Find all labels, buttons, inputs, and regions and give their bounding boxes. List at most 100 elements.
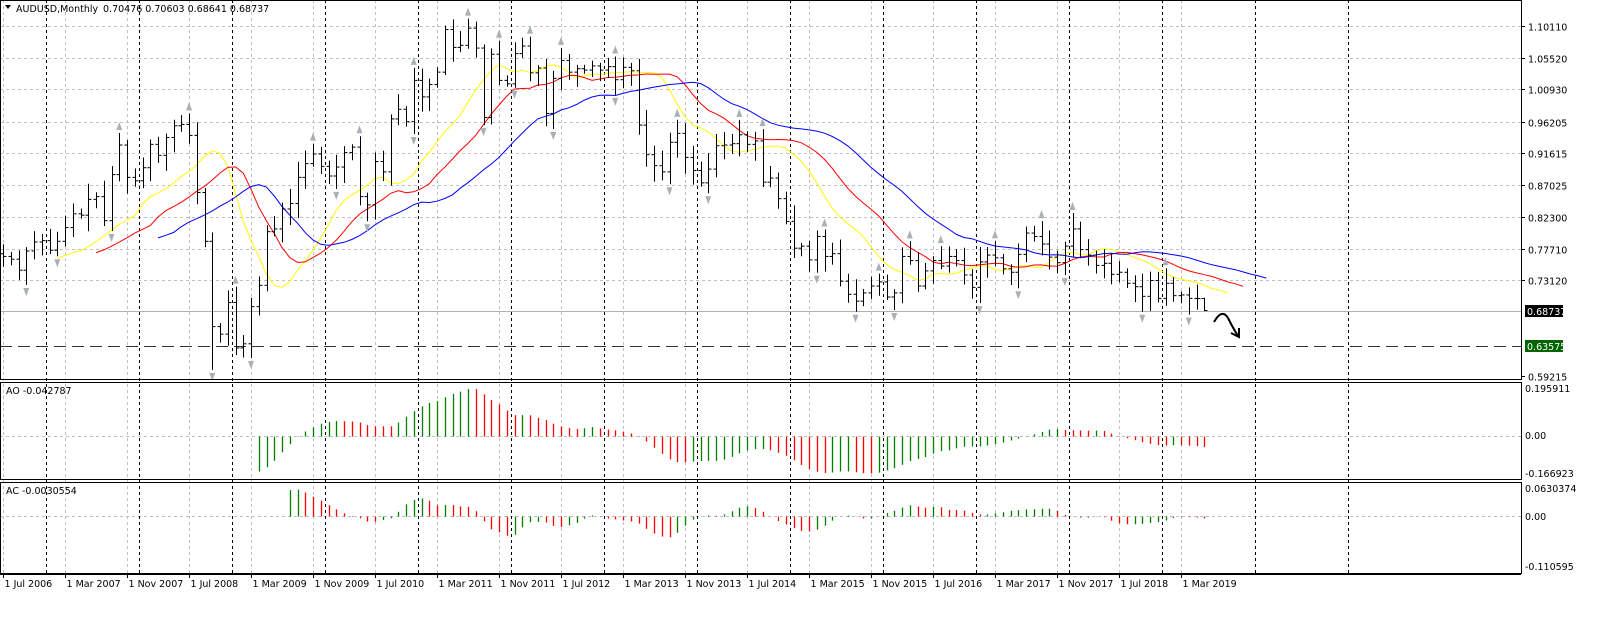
ohlc-bar [667, 132, 674, 185]
ohlc-bar [54, 231, 61, 257]
ohlc-bar [1085, 239, 1092, 266]
time-label: 1 Jul 2018 [1121, 579, 1169, 590]
ohlc-bar [713, 134, 720, 178]
time-label: 1 Jul 2006 [5, 579, 53, 590]
horizontal-levels [0, 311, 1521, 347]
ohlc-bar [1062, 241, 1069, 276]
ohlc-bar [876, 273, 883, 296]
ohlc-bar [527, 36, 534, 82]
fractal-up-icon [1162, 257, 1169, 266]
time-label: 1 Jul 2012 [563, 579, 611, 590]
ohlc-bar [124, 139, 131, 194]
fractal-up-icon [186, 102, 192, 111]
fractal-down-icon [54, 259, 61, 268]
ac-label: AC -0.0030554 [6, 486, 77, 497]
price-label: 0.96205 [1528, 119, 1567, 130]
time-label: 1 Jul 2010 [377, 579, 425, 590]
fractal-down-icon [705, 196, 712, 205]
ohlc-bar [496, 40, 503, 86]
time-label: 1 Mar 2007 [67, 579, 121, 590]
fractal-down-icon [852, 314, 859, 323]
ohlc-bar [132, 168, 139, 187]
forecast-arrow-icon [1213, 312, 1240, 339]
ohlc-bar [504, 75, 511, 87]
time-label: 1 Mar 2009 [253, 579, 307, 590]
ohlc-bar [651, 145, 658, 182]
ac-histogram [289, 489, 1206, 538]
ohlc-bar [636, 58, 643, 135]
ohlc-bar [558, 47, 565, 90]
ohlc-bar [620, 57, 627, 89]
ohlc-bar [109, 166, 116, 232]
ohlc-bar [860, 288, 867, 307]
ohlc-bar [775, 172, 782, 209]
ohlc-bar [171, 119, 178, 153]
moving-averages [57, 63, 1267, 294]
ohlc-bar [705, 152, 712, 194]
ohlc-bar [411, 67, 418, 135]
ohlc-bar [155, 136, 162, 163]
ohlc-bar [736, 119, 743, 157]
ohlc-bar [938, 246, 945, 270]
price-label: 0.77710 [1528, 246, 1567, 257]
ohlc-bar [1132, 275, 1139, 303]
ohlc-label: 0.70476 0.70603 0.68641 0.68737 [103, 4, 269, 15]
ohlc-bar [426, 78, 433, 112]
ohlc-bar [271, 215, 278, 237]
fractal-down-icon [108, 234, 115, 243]
ohlc-bar [147, 139, 154, 182]
time-label: 1 Mar 2019 [1183, 579, 1237, 590]
ohlc-bar [1147, 271, 1154, 311]
collapse-triangle-icon[interactable] [5, 5, 11, 9]
ohlc-bar [1163, 268, 1170, 306]
ohlc-bar [822, 229, 829, 272]
ohlc-bar [101, 180, 108, 227]
ohlc-bar [318, 146, 325, 175]
ao-bottom-label: -0.166923 [1525, 469, 1574, 480]
fractal-up-icon [310, 132, 316, 141]
ohlc-bar [884, 274, 891, 301]
ohlc-bar [295, 161, 302, 219]
ohlc-bar [628, 62, 635, 86]
ohlc-bar [1039, 221, 1046, 256]
ohlc-bar [814, 230, 821, 273]
ohlc-bar [1008, 264, 1015, 285]
time-label: 1 Jul 2008 [191, 579, 239, 590]
ohlc-bar [1070, 212, 1077, 258]
ohlc-bar [395, 94, 402, 126]
ohlc-bar [891, 289, 898, 310]
ohlc-bar [302, 150, 309, 189]
ohlc-bar [643, 109, 650, 167]
ohlc-bar [341, 146, 348, 183]
ohlc-bar [543, 59, 550, 127]
ohlc-bar [1186, 287, 1193, 315]
ohlc-bar [752, 131, 759, 161]
time-label: 1 Nov 2009 [315, 579, 370, 590]
ohlc-bar [1178, 291, 1185, 304]
ohlc-bar [907, 241, 914, 265]
fractal-down-icon [813, 275, 820, 284]
ohlc-bar [597, 62, 604, 82]
ac-panel-border [0, 482, 1522, 574]
fractal-down-icon [511, 90, 518, 99]
ohlc-bar [1116, 261, 1123, 283]
fractal-down-icon [333, 191, 340, 200]
ohlc-bar [465, 18, 472, 49]
ohlc-bar [1170, 277, 1177, 302]
fractal-up-icon [232, 275, 239, 284]
ohlc-bar [116, 133, 123, 182]
ohlc-bar [1101, 249, 1108, 279]
ohlc-bar [457, 30, 464, 53]
ohlc-bar [566, 54, 573, 80]
time-label: 1 Mar 2017 [997, 579, 1051, 590]
fractal-up-icon [356, 125, 363, 134]
ohlc-bar [78, 208, 85, 219]
price-bars [0, 18, 1208, 370]
time-label: 1 Mar 2013 [625, 579, 679, 590]
level-price-label: 0.63575 [1527, 342, 1566, 353]
ma-line-fast [57, 63, 1228, 294]
time-axis[interactable]: 1 Jul 2006 1 Mar 2007 1 Nov 2007 1 Jul 2008… [0, 574, 1521, 590]
fractal-up-icon [674, 108, 681, 117]
price-axis[interactable]: 1.10110 1.05520 1.00930 0.96205 0.91615 0.870… [1521, 23, 1567, 384]
